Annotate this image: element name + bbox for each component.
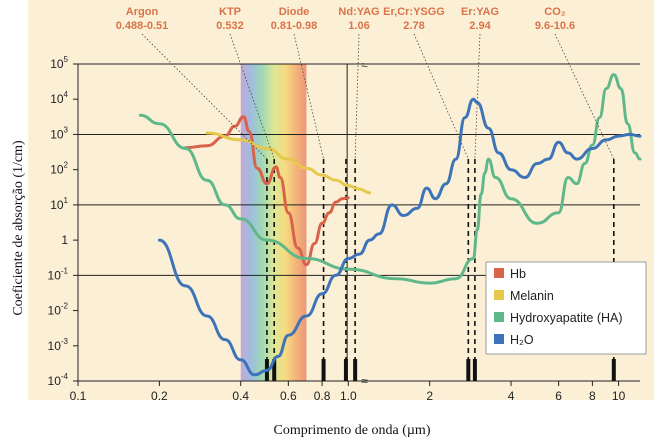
y-tick-exponent: -3 xyxy=(61,337,69,346)
y-axis-title: Coeficiente de absorção (1/cm) xyxy=(11,140,26,316)
laser-label-range: 2.94 xyxy=(469,20,491,32)
laser-marker xyxy=(322,359,326,381)
x-tick-label: 10 xyxy=(612,389,626,403)
laser-label-name: Argon xyxy=(126,6,159,18)
laser-marker xyxy=(612,359,616,381)
legend-label: Hb xyxy=(510,267,526,281)
legend-swatch xyxy=(494,268,504,278)
laser-label-range: 9.6-10.6 xyxy=(535,20,575,32)
x-tick-label: 0.8 xyxy=(314,389,331,403)
laser-marker xyxy=(473,359,477,381)
x-tick-label: 1.0 xyxy=(340,389,357,403)
y-tick-exponent: 3 xyxy=(64,125,69,134)
legend-swatch xyxy=(494,334,504,344)
y-tick-label: 1 xyxy=(61,233,68,247)
laser-label-range: 1.06 xyxy=(348,20,369,32)
laser-label-name: Er,Cr:YSGG xyxy=(383,6,445,18)
laser-marker xyxy=(344,359,348,381)
legend-label: Melanin xyxy=(510,289,554,303)
laser-label-range: 0.488-0.51 xyxy=(116,20,169,32)
x-tick-label: 0.1 xyxy=(70,389,87,403)
x-tick-label: 4 xyxy=(508,389,515,403)
y-tick-exponent: -4 xyxy=(61,372,69,381)
y-tick-exponent: 4 xyxy=(64,90,69,99)
legend-label: Hydroxyapatite (HA) xyxy=(510,311,623,325)
laser-label-range: 0.532 xyxy=(216,20,244,32)
laser-label-name: KTP xyxy=(219,6,241,18)
legend-label: H₂O xyxy=(510,333,534,347)
laser-label-name: Diode xyxy=(279,6,310,18)
legend-swatch xyxy=(494,290,504,300)
x-tick-label: 2 xyxy=(426,389,433,403)
x-tick-label: 0.4 xyxy=(232,389,249,403)
scale-break-mark-top: ≈ xyxy=(361,58,368,72)
laser-label-range: 0.81-0.98 xyxy=(271,20,317,32)
x-tick-label: 0.6 xyxy=(280,389,297,403)
legend-swatch xyxy=(494,312,504,322)
laser-label-range: 2.78 xyxy=(403,20,424,32)
y-tick-exponent: -1 xyxy=(61,266,69,275)
y-tick-exponent: 1 xyxy=(64,196,69,205)
laser-marker xyxy=(466,359,470,381)
y-tick-exponent: -2 xyxy=(61,302,69,311)
scale-break-mark-bottom: ≈ xyxy=(361,374,368,388)
y-tick-exponent: 2 xyxy=(64,161,69,170)
x-axis-title: Comprimento de onda (µm) xyxy=(274,423,431,438)
x-tick-label: 8 xyxy=(589,389,596,403)
laser-label-name: CO₂ xyxy=(544,6,566,18)
laser-label-name: Er:YAG xyxy=(461,6,499,18)
x-tick-label: 0.2 xyxy=(151,389,168,403)
y-tick-exponent: 5 xyxy=(64,55,69,64)
laser-marker xyxy=(353,359,357,381)
laser-label-name: Nd:YAG xyxy=(338,6,379,18)
x-tick-label: 6 xyxy=(555,389,562,403)
